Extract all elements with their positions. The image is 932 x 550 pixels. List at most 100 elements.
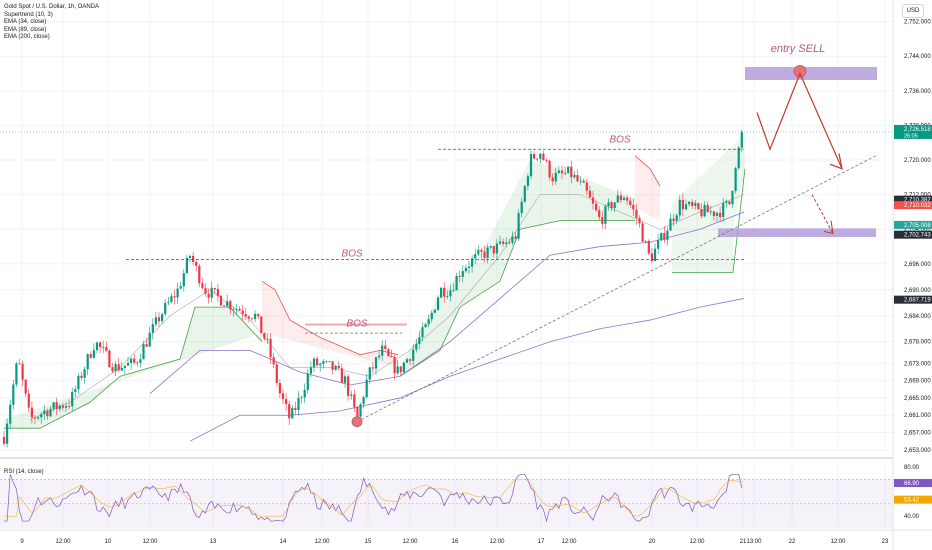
candle-body-188 [585,182,588,191]
candle-body-17 [55,402,58,410]
candle-body-98 [306,373,309,390]
candle-body-33 [105,347,108,351]
chart-legend: Gold Spot / U.S. Dollar, 1h, OANDA Super… [4,4,99,42]
candle-body-61 [192,255,195,263]
candle-body-55 [173,296,176,298]
candle-body-172 [536,158,539,160]
candle-body-154 [480,249,483,252]
x-tick-8: 12:00 [402,539,418,545]
candle-body-92 [288,404,291,419]
ema-200-line [189,298,745,442]
legend-supertrend: Supertrend (10, 3) [4,11,53,18]
candle-body-62 [195,262,198,266]
candle-body-170 [529,153,533,177]
candle-body-232 [722,202,725,218]
candle-body-14 [46,410,49,417]
candle-body-97 [303,389,306,398]
candle-body-107 [334,365,337,370]
candle-body-24 [77,375,80,390]
x-tick-13: 20 [649,539,656,545]
last-price-text: 2,726.518 [904,127,931,133]
candle-body-7 [24,379,27,394]
candle-body-163 [508,242,511,244]
candle-body-137 [427,319,430,325]
candle-body-197 [613,202,616,209]
candle-body-164 [511,236,514,243]
legend-ema-34: EMA (34, close) [4,19,47,26]
candle-body-235 [731,190,734,205]
candle-body-23 [74,389,77,392]
candle-body-203 [632,204,635,210]
candle-body-125 [390,355,393,357]
candle-body-123 [384,345,387,350]
candle-body-146 [455,275,458,291]
candle-body-53 [167,302,170,303]
rsi-label-bg-1 [894,495,932,504]
candle-body-85 [266,338,269,340]
x-tick-18: 12:00 [830,539,846,545]
candle-body-133 [415,343,418,350]
legend-ema-89: EMA (89, close) [4,26,47,33]
bos-zone-small [305,323,407,326]
candle-body-19 [61,405,64,408]
candle-body-214 [666,230,669,240]
candle-body-193 [601,217,604,224]
candle-body-136 [424,324,427,328]
candle-body-127 [396,366,399,374]
candle-body-56 [176,288,179,298]
x-tick-16: 13:00 [746,539,762,545]
candle-body-230 [715,212,719,216]
trend-line [356,155,877,423]
candle-body-6 [21,363,24,380]
candle-body-200 [622,197,626,201]
candle-body-130 [405,359,409,363]
candles [2,129,743,448]
candle-body-156 [486,247,489,258]
x-tick-19: 23 [882,539,889,545]
candle-body-39 [123,365,126,368]
candle-body-138 [430,312,433,320]
candle-body-142 [443,287,446,297]
candle-body-148 [461,271,464,277]
candle-body-223 [694,203,697,206]
candle-body-36 [114,364,117,372]
candle-body-180 [560,170,564,174]
currency-button[interactable]: USD [902,4,924,18]
entry-marker [793,64,807,78]
y-tick-11: 2,673.000 [904,361,931,367]
candle-body-211 [657,240,660,249]
time-axis[interactable]: 9 12:00 10 12:00 13 14 12:00 15 12:00 16 12:00 17 12… [0,529,932,545]
candle-body-205 [638,217,641,224]
supertrend-up-fill-1 [4,307,262,429]
candle-body-86 [269,338,272,358]
candle-body-40 [126,362,130,366]
candle-body-184 [573,174,576,178]
price-label-bg-0 [894,195,932,204]
supertrend-up-fill-2 [400,160,635,377]
candle-body-21 [68,405,71,407]
candle-body-76 [238,308,241,311]
price-axis[interactable]: 2,752.0002,744.0002,736.0002,728.0002,72… [892,0,932,550]
candle-body-100 [312,358,316,368]
candle-body-79 [247,316,250,319]
candle-body-118 [368,367,371,380]
x-tick-14: 12:00 [689,539,705,545]
price-label-bg-2 [894,220,932,229]
candle-body-26 [83,369,86,378]
candle-body-108 [337,365,340,369]
x-tick-7: 15 [365,539,372,545]
candle-body-48 [151,324,154,333]
candle-body-126 [393,356,396,374]
candle-body-210 [653,248,657,262]
rsi-label-1: 53.42 [904,498,920,504]
candle-body-238 [740,131,743,148]
x-tick-2: 10 [105,539,112,545]
dashed-projection [811,194,834,234]
candle-body-233 [725,201,728,203]
candle-body-151 [471,258,474,267]
y-tick-10: 2,678.000 [904,340,931,346]
candle-body-64 [201,283,204,288]
candle-body-165 [514,236,517,239]
candle-body-145 [452,290,455,292]
